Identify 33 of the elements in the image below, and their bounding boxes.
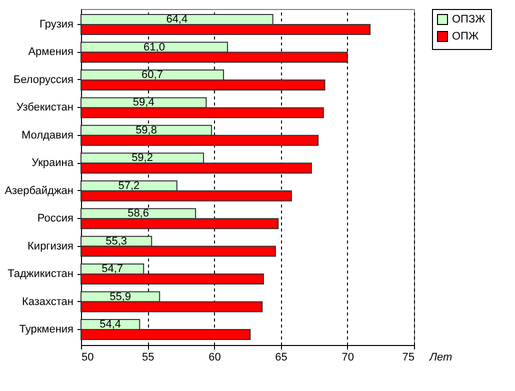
data-label: 55,9 (110, 290, 132, 303)
data-label: 60,7 (142, 68, 163, 81)
y-tick-label: Таджикистан (8, 268, 74, 280)
y-tick-label: Молдавия (21, 129, 74, 142)
y-tick-label: Азербайджан (4, 184, 74, 197)
data-label: 54,4 (100, 318, 122, 330)
y-tick-label: Россия (37, 212, 74, 225)
y-tick-label: Туркмения (19, 323, 74, 336)
data-label: 57,2 (118, 180, 140, 192)
y-tick-label: Украина (32, 157, 74, 170)
data-label: 64,4 (166, 14, 188, 26)
y-tick-label: Армения (28, 46, 74, 58)
data-label: 54,7 (102, 263, 124, 276)
x-tick-label: 50 (82, 352, 94, 364)
y-tick-label: Грузия (40, 18, 74, 31)
data-label: 59,2 (132, 152, 153, 164)
x-tick-label: 65 (275, 352, 288, 364)
y-tick-label: Белоруссия (13, 74, 74, 86)
x-tick-label: 70 (342, 352, 354, 364)
y-tick-label: Казахстан (22, 296, 74, 308)
y-tick-label: Киргизия (28, 240, 74, 252)
x-axis-title: Лет (428, 352, 452, 364)
data-label: 59,4 (132, 96, 154, 109)
x-tick-label: 60 (208, 352, 221, 364)
data-label: 58,6 (128, 208, 149, 220)
y-tick-label: Узбекистан (16, 102, 74, 114)
legend-label: ОПЖ (452, 30, 479, 42)
x-tick-label: 55 (142, 352, 154, 364)
data-label: 61,0 (144, 41, 165, 54)
legend-label: ОПЗЖ (452, 14, 486, 26)
data-label: 55,3 (106, 235, 128, 248)
x-tick-label: 75 (402, 352, 414, 364)
data-label: 59,8 (136, 124, 157, 136)
